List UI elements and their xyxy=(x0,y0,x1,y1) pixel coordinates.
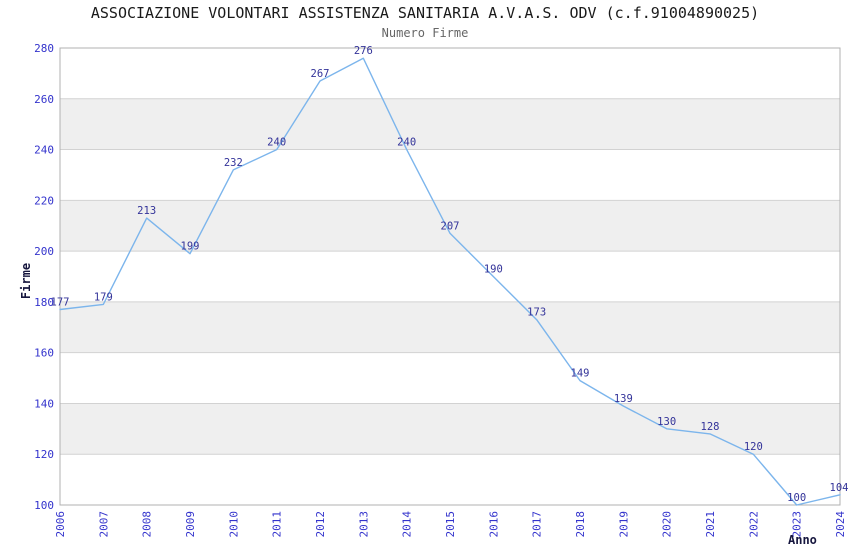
data-point-label: 199 xyxy=(181,241,200,253)
data-point-label: 130 xyxy=(657,416,676,428)
x-axis-title: Anno xyxy=(788,533,817,547)
data-point-label: 173 xyxy=(527,307,546,319)
plot-border xyxy=(59,47,841,506)
x-tick-label: 2023 xyxy=(791,511,804,538)
x-tick-label: 2021 xyxy=(704,511,717,538)
x-tick-label: 2014 xyxy=(401,511,414,538)
data-point-label: 240 xyxy=(267,137,286,149)
series-line xyxy=(59,57,841,506)
y-axis-title-label: Firme xyxy=(19,262,33,300)
data-point-label: 232 xyxy=(224,157,243,169)
x-tick-label: 2010 xyxy=(227,511,240,538)
x-tick-label: 2019 xyxy=(617,511,630,538)
data-point-label: 149 xyxy=(571,368,590,380)
data-point-label: 179 xyxy=(94,291,113,303)
data-point-label: 213 xyxy=(137,205,156,217)
y-tick-label: 120 xyxy=(34,448,54,461)
data-point-label: 207 xyxy=(441,220,460,232)
data-point-label: 100 xyxy=(787,492,806,504)
x-tick-label: 2008 xyxy=(141,511,154,538)
plot-band xyxy=(60,98,840,150)
chart-subtitle: Numero Firme xyxy=(381,26,469,40)
data-point-label: 177 xyxy=(51,297,70,309)
y-tick-label: 200 xyxy=(34,245,54,258)
x-tick-label: 2016 xyxy=(487,511,500,537)
data-point-label: 128 xyxy=(701,421,720,433)
data-point-label: 139 xyxy=(614,393,633,405)
data-point-label: 190 xyxy=(484,264,503,276)
y-tick-label: 100 xyxy=(34,499,54,512)
x-tick-label: 2024 xyxy=(834,511,847,538)
x-tick-label: 2012 xyxy=(314,511,327,538)
plot-band xyxy=(60,200,840,252)
y-tick-label: 220 xyxy=(34,194,54,207)
y-tick-label: 240 xyxy=(34,144,54,157)
x-tick-label: 2013 xyxy=(357,511,370,538)
data-point-label: 240 xyxy=(397,137,416,149)
plot-band xyxy=(60,403,840,455)
y-tick-label: 180 xyxy=(34,296,54,309)
x-tick-label: 2018 xyxy=(574,511,587,538)
x-tick-label: 2011 xyxy=(271,511,284,538)
data-point-label: 104 xyxy=(830,482,849,494)
x-tick-label: 2022 xyxy=(747,511,760,538)
data-point-label: 276 xyxy=(354,45,373,57)
x-tick-label: 2009 xyxy=(184,511,197,538)
x-tick-label: 2020 xyxy=(661,511,674,538)
data-point-label: 267 xyxy=(311,68,330,80)
y-tick-label: 140 xyxy=(34,397,54,410)
x-tick-label: 2007 xyxy=(97,511,110,538)
x-tick-label: 2017 xyxy=(531,511,544,538)
y-tick-label: 160 xyxy=(34,347,54,360)
y-tick-label: 280 xyxy=(34,42,54,55)
plot-band xyxy=(60,301,840,353)
y-tick-label: 260 xyxy=(34,93,54,106)
chart-title: ASSOCIAZIONE VOLONTARI ASSISTENZA SANITA… xyxy=(90,4,760,22)
x-tick-label: 2015 xyxy=(444,511,457,538)
data-point-label: 120 xyxy=(744,441,763,453)
x-tick-label: 2006 xyxy=(54,511,67,538)
